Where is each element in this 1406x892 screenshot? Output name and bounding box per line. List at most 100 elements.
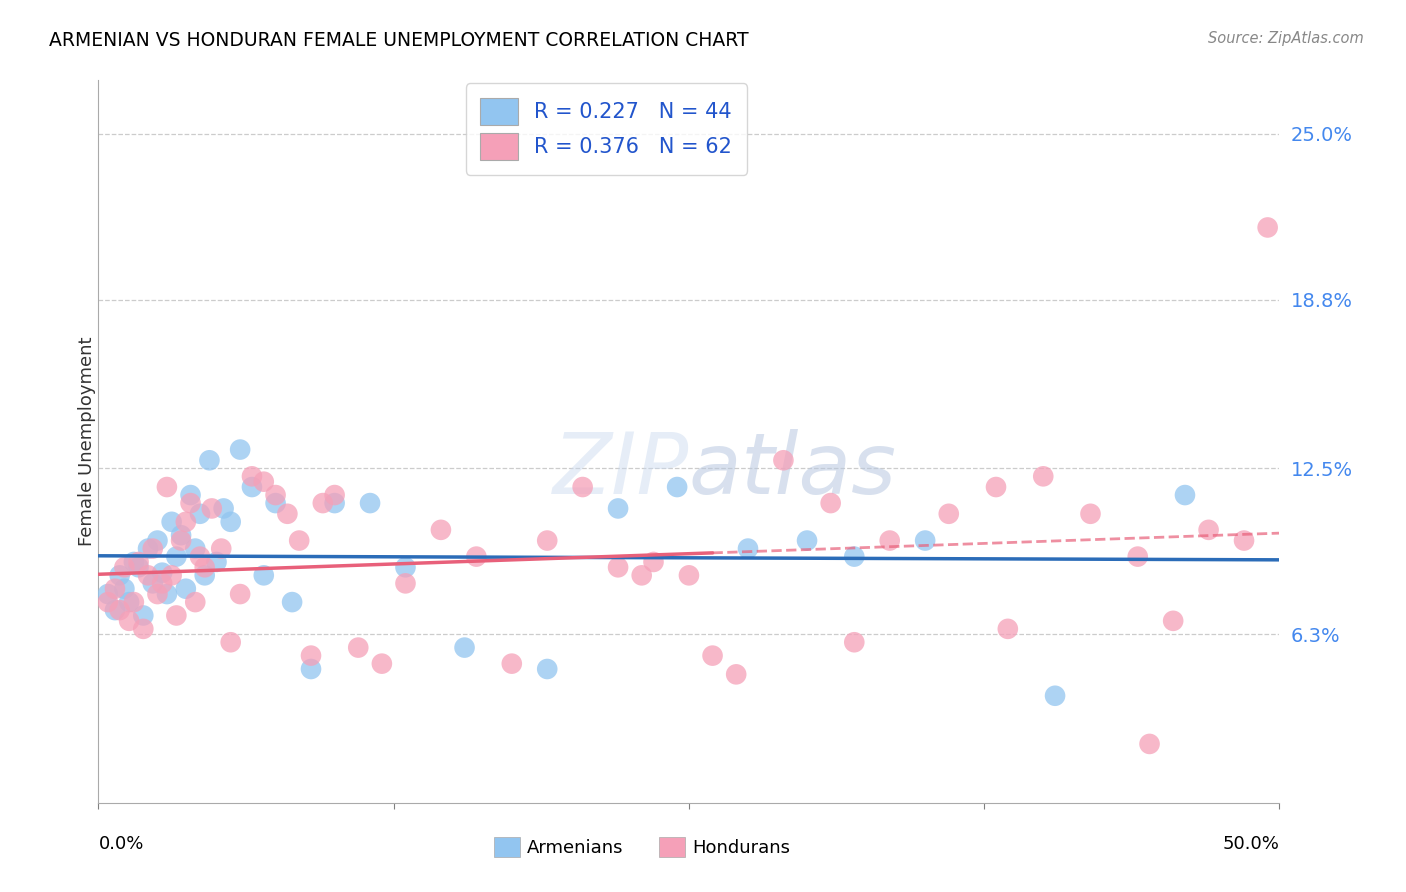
Point (323, 488, 346, 502)
Point (359, 496, 381, 510)
Point (156, 587, 179, 601)
FancyBboxPatch shape (659, 837, 685, 857)
Point (796, 533, 818, 548)
FancyBboxPatch shape (494, 837, 520, 857)
Point (142, 541, 165, 556)
Text: Armenians: Armenians (527, 838, 624, 856)
Point (536, 533, 558, 548)
Point (198, 453, 221, 467)
Point (108, 568, 131, 582)
Point (146, 587, 169, 601)
Point (702, 648, 724, 663)
Point (630, 568, 652, 582)
Point (112, 560, 135, 574)
Point (97, 587, 120, 601)
Text: ZIP: ZIP (553, 429, 689, 512)
Point (118, 595, 141, 609)
Text: ARMENIAN VS HONDURAN FEMALE UNEMPLOYMENT CORRELATION CHART: ARMENIAN VS HONDURAN FEMALE UNEMPLOYMENT… (49, 31, 749, 50)
Point (607, 501, 630, 516)
Point (219, 635, 242, 649)
Text: atlas: atlas (689, 429, 897, 512)
Point (180, 488, 202, 502)
Point (118, 614, 141, 628)
Point (136, 541, 159, 556)
Point (180, 496, 202, 510)
Text: 50.0%: 50.0% (1223, 835, 1279, 854)
Point (772, 453, 794, 467)
Point (312, 496, 335, 510)
Point (194, 568, 217, 582)
Point (174, 515, 197, 529)
Point (1174, 488, 1197, 502)
Point (281, 595, 304, 609)
Point (128, 555, 150, 569)
Point (128, 560, 150, 574)
Point (132, 622, 155, 636)
Point (184, 595, 207, 609)
Point (104, 603, 127, 617)
Point (188, 549, 211, 564)
Point (394, 576, 416, 591)
Point (984, 480, 1007, 494)
Point (194, 560, 217, 574)
Point (240, 480, 263, 494)
Point (453, 640, 475, 655)
Point (820, 496, 842, 510)
Point (160, 515, 183, 529)
Point (229, 442, 252, 457)
Point (323, 496, 346, 510)
Point (209, 541, 232, 556)
Point (725, 667, 748, 681)
Point (371, 657, 394, 671)
Point (146, 533, 169, 548)
Point (394, 560, 416, 574)
Point (737, 541, 759, 556)
Point (156, 480, 179, 494)
Text: 0.0%: 0.0% (98, 835, 143, 854)
Text: Hondurans: Hondurans (693, 838, 790, 856)
Point (132, 608, 155, 623)
Point (844, 635, 866, 649)
Point (170, 528, 193, 542)
Point (184, 541, 207, 556)
Point (1233, 533, 1256, 548)
Point (288, 533, 311, 548)
Point (879, 533, 901, 548)
Point (299, 648, 322, 663)
Point (104, 582, 127, 596)
Point (136, 568, 159, 582)
Point (643, 555, 665, 569)
Point (160, 568, 183, 582)
Point (465, 549, 488, 564)
Point (347, 640, 370, 655)
Point (1139, 737, 1161, 751)
Point (1257, 220, 1279, 235)
Point (122, 595, 145, 609)
Point (997, 622, 1019, 636)
Point (170, 533, 193, 548)
Point (430, 523, 453, 537)
Point (264, 488, 287, 502)
Point (571, 480, 593, 494)
Point (299, 662, 322, 676)
Point (97, 595, 120, 609)
Point (165, 549, 187, 564)
Point (219, 515, 242, 529)
Point (276, 507, 298, 521)
Point (666, 480, 689, 494)
Point (150, 576, 173, 591)
Point (229, 587, 252, 601)
Point (1032, 469, 1054, 483)
Point (108, 603, 131, 617)
Point (174, 582, 197, 596)
Point (112, 582, 135, 596)
Point (205, 555, 228, 569)
Point (1043, 689, 1066, 703)
Point (201, 501, 224, 516)
Y-axis label: Female Unemployment: Female Unemployment (79, 337, 96, 546)
Point (536, 662, 558, 676)
Text: Source: ZipAtlas.com: Source: ZipAtlas.com (1208, 31, 1364, 46)
Point (253, 568, 276, 582)
Point (607, 560, 630, 574)
Point (212, 501, 235, 516)
